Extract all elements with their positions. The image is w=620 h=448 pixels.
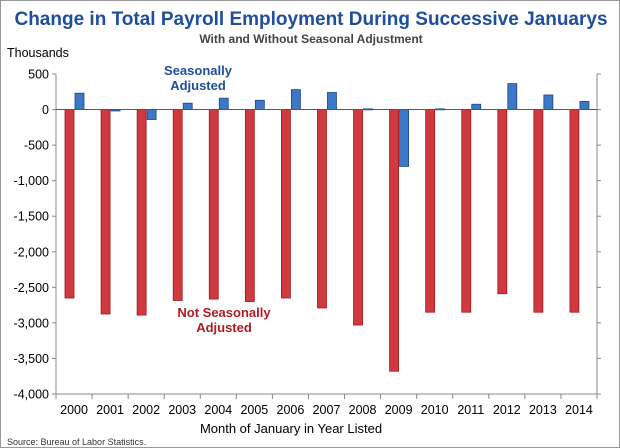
bar-sa-2005 xyxy=(254,99,265,110)
bar-nsa-2009 xyxy=(389,109,400,372)
bar-sa-2014 xyxy=(579,100,590,110)
bar-sa-2002 xyxy=(146,109,157,120)
bar-sa-2000 xyxy=(74,92,85,110)
bar-nsa-2008 xyxy=(353,109,363,326)
y-tick-label: -1,500 xyxy=(14,210,49,224)
x-tick-label: 2008 xyxy=(349,403,377,417)
chart-subtitle: With and Without Seasonal Adjustment xyxy=(199,32,422,46)
bar-sa-2004 xyxy=(218,97,229,110)
bar-sa-2013 xyxy=(543,94,554,110)
y-tick-label: -3,000 xyxy=(14,316,49,330)
y-tick-label: -2,500 xyxy=(14,281,49,295)
series-label-seasonally-adjusted: Seasonally Adjusted xyxy=(164,63,233,93)
y-tick-label: 0 xyxy=(42,103,49,117)
series-label-not-seasonally-adjusted: Not Seasonally Adjusted xyxy=(177,305,271,335)
x-tick-label: 2001 xyxy=(96,403,124,417)
bar-sa-2011 xyxy=(471,103,482,110)
bar-sa-2003 xyxy=(182,102,193,110)
x-tick-label: 2013 xyxy=(529,403,557,417)
x-tick-label: 2014 xyxy=(565,403,593,417)
x-tick-label: 2000 xyxy=(60,403,88,417)
bar-nsa-2012 xyxy=(497,109,508,295)
bar-nsa-2005 xyxy=(244,109,255,302)
bar-nsa-2001 xyxy=(100,109,111,315)
x-tick-label: 2012 xyxy=(493,403,521,417)
x-tick-label: 2009 xyxy=(385,403,413,417)
y-tick-label: -1,000 xyxy=(14,174,49,188)
bar-nsa-2010 xyxy=(425,109,436,313)
bar-nsa-2011 xyxy=(461,109,472,313)
x-tick-label: 2003 xyxy=(168,403,196,417)
y-tick-label: -2,000 xyxy=(14,245,49,259)
y-tick-label: 500 xyxy=(28,68,49,82)
bar-nsa-2002 xyxy=(136,109,147,316)
bar-nsa-2007 xyxy=(317,109,327,309)
bar-nsa-2004 xyxy=(208,109,219,300)
bar-nsa-2013 xyxy=(533,109,544,313)
x-tick-label: 2007 xyxy=(313,403,341,417)
x-tick-label: 2011 xyxy=(457,403,484,417)
bar-sa-2006 xyxy=(290,89,301,110)
x-axis-label: Month of January in Year Listed xyxy=(200,421,382,436)
bar-sa-2012 xyxy=(507,83,518,110)
bar-sa-2009 xyxy=(399,109,410,167)
y-tick-label: -4,000 xyxy=(14,388,49,402)
x-tick-label: 2002 xyxy=(132,403,160,417)
x-tick-label: 2010 xyxy=(421,403,449,417)
bar-nsa-2000 xyxy=(64,109,75,299)
bar-nsa-2006 xyxy=(280,109,291,299)
y-tick-label: -3,500 xyxy=(14,352,49,366)
chart-title: Change in Total Payroll Employment Durin… xyxy=(14,9,607,30)
y-axis-label: Thousands xyxy=(7,46,69,60)
bar-nsa-2003 xyxy=(172,109,183,301)
bar-nsa-2014 xyxy=(569,109,580,313)
x-tick-label: 2005 xyxy=(240,403,268,417)
x-tick-label: 2004 xyxy=(204,403,232,417)
source-note: Source: Bureau of Labor Statistics. xyxy=(7,437,146,447)
bar-sa-2007 xyxy=(327,92,337,110)
x-tick-label: 2006 xyxy=(277,403,305,417)
y-tick-label: -500 xyxy=(24,139,49,153)
